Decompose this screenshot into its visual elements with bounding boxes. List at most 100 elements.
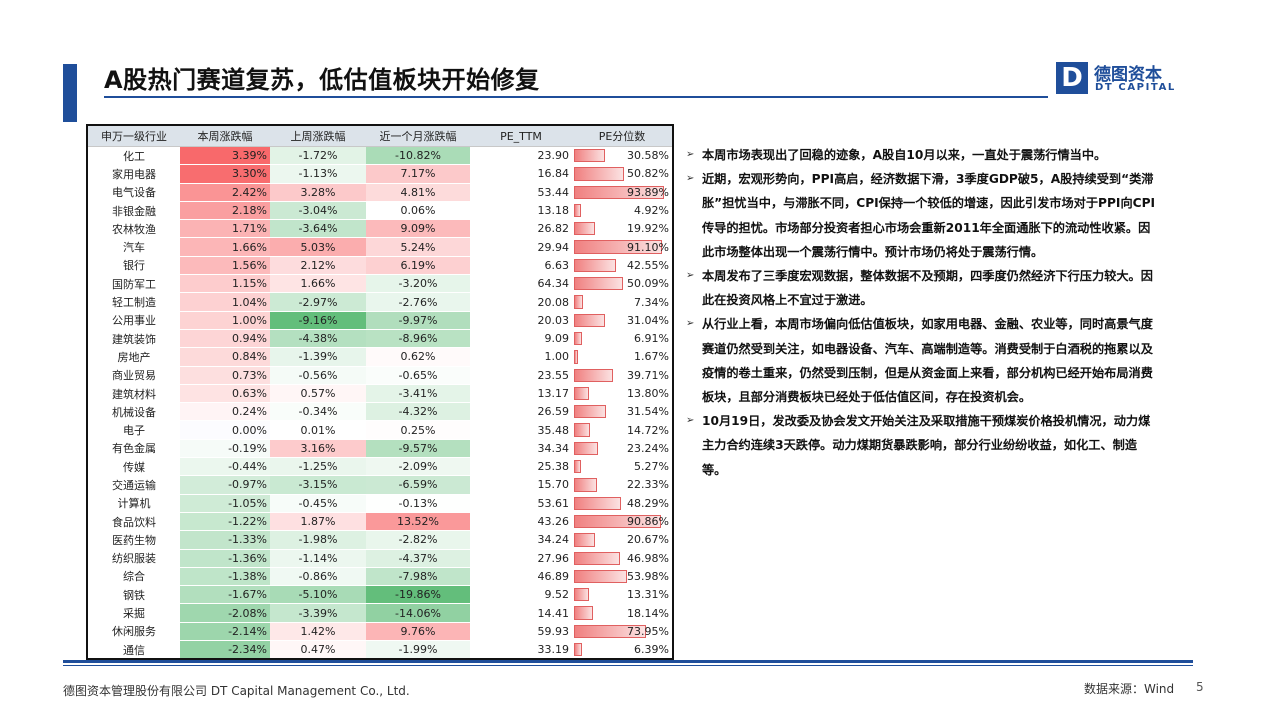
- table-row: 汽车 1.66% 5.03% 5.24% 29.94 91.10%: [88, 237, 672, 257]
- industry-table-container: 申万一级行业 本周涨跌幅 上周涨跌幅 近一个月涨跌幅 PE_TTM PE分位数 …: [86, 124, 674, 661]
- pe-percentile-bar: [574, 569, 627, 584]
- pe-percentile-value: 30.58%: [627, 149, 669, 163]
- cell-pe-ttm: 34.24: [470, 530, 572, 550]
- cell-last-week-change: -1.72%: [270, 145, 366, 165]
- cell-week-change: -1.38%: [180, 566, 270, 586]
- table-row: 农林牧渔 1.71% -3.64% 9.09% 26.82 19.92%: [88, 219, 672, 238]
- pe-percentile-bar: [574, 423, 590, 437]
- cell-industry: 银行: [88, 255, 180, 275]
- cell-month-change: 6.19%: [366, 255, 470, 275]
- pe-percentile-bar: [574, 533, 596, 547]
- cell-last-week-change: -0.86%: [270, 566, 366, 586]
- table-row: 公用事业 1.00% -9.16% -9.97% 20.03 31.04%: [88, 310, 672, 330]
- pe-percentile-bar: [574, 295, 583, 309]
- pe-percentile-bar: [574, 203, 581, 218]
- table-row: 商业贸易 0.73% -0.56% -0.65% 23.55 39.71%: [88, 365, 672, 385]
- logo-mark-icon: D: [1056, 62, 1088, 94]
- cell-week-change: 0.73%: [180, 365, 270, 385]
- pe-percentile-bar: [574, 222, 595, 236]
- page-number: 5: [1196, 680, 1204, 694]
- pe-percentile-value: 73.95%: [627, 624, 669, 638]
- cell-industry: 轻工制造: [88, 292, 180, 312]
- cell-pe-ttm: 43.26: [470, 511, 572, 531]
- cell-pe-ttm: 33.19: [470, 640, 572, 659]
- cell-pe-percentile: 1.67%: [572, 347, 672, 367]
- cell-industry: 有色金属: [88, 438, 180, 458]
- cell-pe-percentile: 22.33%: [572, 475, 672, 495]
- cell-last-week-change: -3.64%: [270, 219, 366, 238]
- pe-percentile-value: 50.82%: [627, 167, 669, 181]
- cell-pe-ttm: 25.38: [470, 457, 572, 476]
- cell-month-change: -10.82%: [366, 145, 470, 165]
- cell-last-week-change: 5.03%: [270, 237, 366, 257]
- table-body: 化工 3.39% -1.72% -10.82% 23.90 30.58% 家用电器 3.30%…: [88, 145, 672, 659]
- cell-pe-ttm: 64.34: [470, 274, 572, 293]
- cell-week-change: 1.15%: [180, 274, 270, 293]
- cell-industry: 家用电器: [88, 164, 180, 184]
- cell-industry: 建筑材料: [88, 383, 180, 403]
- cell-pe-percentile: 90.86%: [572, 511, 672, 531]
- cell-industry: 化工: [88, 145, 180, 165]
- cell-last-week-change: -2.97%: [270, 292, 366, 312]
- cell-pe-percentile: 6.91%: [572, 328, 672, 348]
- cell-month-change: 0.25%: [366, 420, 470, 440]
- pe-percentile-value: 13.80%: [627, 387, 669, 400]
- cell-month-change: -6.59%: [366, 475, 470, 495]
- cell-pe-percentile: 4.92%: [572, 200, 672, 220]
- footer-company: 德图资本管理股份有限公司 DT Capital Management Co., …: [63, 684, 410, 698]
- cell-pe-percentile: 39.71%: [572, 365, 672, 385]
- pe-percentile-value: 93.89%: [627, 185, 669, 199]
- cell-last-week-change: 3.28%: [270, 182, 366, 202]
- pe-percentile-value: 5.27%: [634, 460, 669, 474]
- cell-last-week-change: -1.98%: [270, 530, 366, 550]
- cell-last-week-change: -1.25%: [270, 457, 366, 476]
- cell-month-change: -2.82%: [366, 530, 470, 550]
- cell-industry: 公用事业: [88, 310, 180, 330]
- cell-industry: 电子: [88, 420, 180, 440]
- col-header-last-week: 上周涨跌幅: [270, 126, 366, 147]
- pe-percentile-bar: [574, 350, 578, 364]
- cell-month-change: 9.09%: [366, 219, 470, 238]
- cell-last-week-change: -3.39%: [270, 603, 366, 623]
- bullet-arrow-icon: ➢: [686, 149, 695, 160]
- cell-last-week-change: -1.14%: [270, 548, 366, 568]
- table-row: 交通运输 -0.97% -3.15% -6.59% 15.70 22.33%: [88, 475, 672, 495]
- pe-percentile-value: 42.55%: [627, 258, 669, 272]
- cell-week-change: 1.00%: [180, 310, 270, 330]
- cell-industry: 交通运输: [88, 475, 180, 495]
- pe-percentile-bar: [574, 386, 589, 401]
- cell-industry: 电气设备: [88, 182, 180, 202]
- cell-week-change: 1.04%: [180, 292, 270, 312]
- cell-week-change: 3.30%: [180, 164, 270, 184]
- pe-percentile-bar: [574, 277, 624, 291]
- cell-last-week-change: -3.04%: [270, 200, 366, 220]
- commentary-text: 从行业上看，本周市场偏向低估值板块，如家用电器、金融、农业等，同时高景气度赛道仍…: [702, 317, 1153, 405]
- cell-week-change: 2.42%: [180, 182, 270, 202]
- commentary-text: 近期，宏观形势向，PPI高启，经济数据下滑，3季度GDP破5，A股持续受到“类滞…: [702, 172, 1156, 259]
- cell-month-change: -3.20%: [366, 274, 470, 293]
- cell-week-change: 2.18%: [180, 200, 270, 220]
- cell-industry: 通信: [88, 640, 180, 659]
- pe-percentile-bar: [574, 149, 605, 163]
- table-row: 采掘 -2.08% -3.39% -14.06% 14.41 18.14%: [88, 603, 672, 623]
- cell-industry: 医药生物: [88, 530, 180, 550]
- cell-pe-ttm: 9.52: [470, 585, 572, 604]
- cell-week-change: -2.14%: [180, 621, 270, 641]
- cell-pe-percentile: 50.09%: [572, 274, 672, 293]
- cell-industry: 食品饮料: [88, 511, 180, 531]
- pe-percentile-bar: [574, 313, 606, 327]
- cell-pe-ttm: 26.59: [470, 402, 572, 421]
- cell-pe-ttm: 20.08: [470, 292, 572, 312]
- cell-last-week-change: 1.42%: [270, 621, 366, 641]
- cell-week-change: -2.08%: [180, 603, 270, 623]
- cell-pe-ttm: 13.17: [470, 383, 572, 403]
- footer-divider-thin: [63, 665, 1193, 666]
- pe-percentile-value: 6.39%: [634, 643, 669, 657]
- page-title: A股热门赛道复苏，低估值板块开始修复: [104, 66, 540, 94]
- cell-week-change: 0.63%: [180, 383, 270, 403]
- cell-month-change: -14.06%: [366, 603, 470, 623]
- cell-week-change: -0.44%: [180, 457, 270, 476]
- cell-month-change: -7.98%: [366, 566, 470, 586]
- table-row: 轻工制造 1.04% -2.97% -2.76% 20.08 7.34%: [88, 292, 672, 312]
- pe-percentile-value: 48.29%: [627, 496, 669, 510]
